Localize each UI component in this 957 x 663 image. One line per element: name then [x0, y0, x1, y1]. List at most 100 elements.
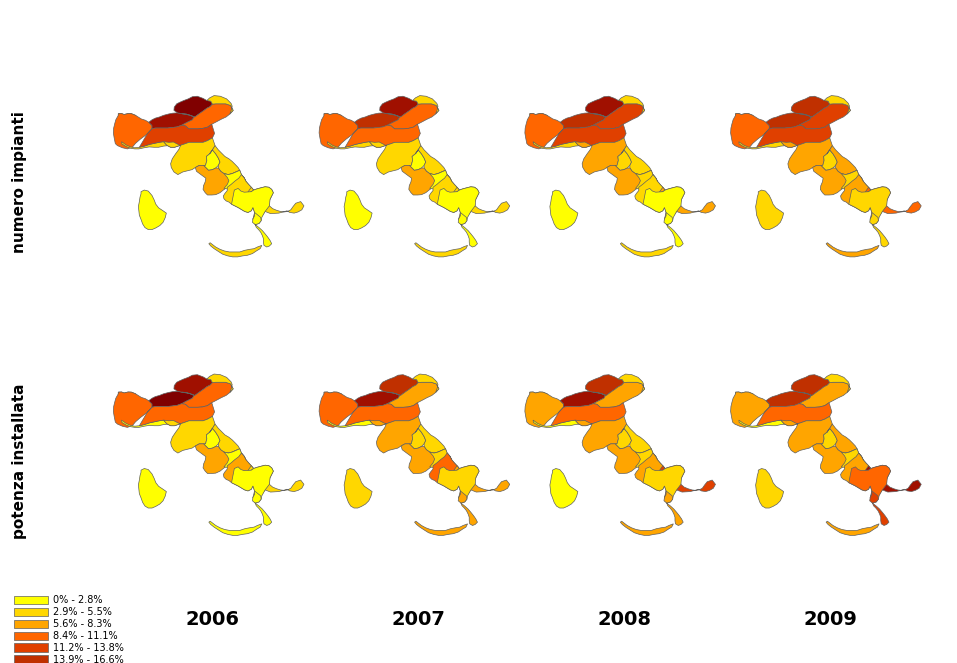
Polygon shape: [621, 146, 652, 174]
Polygon shape: [139, 190, 167, 229]
Text: 2006: 2006: [186, 611, 240, 629]
Polygon shape: [756, 469, 784, 508]
Polygon shape: [730, 113, 769, 149]
Polygon shape: [122, 142, 172, 149]
Polygon shape: [791, 96, 830, 117]
Polygon shape: [248, 187, 304, 225]
Text: 8.4% - 11.1%: 8.4% - 11.1%: [53, 631, 118, 641]
Polygon shape: [586, 375, 624, 395]
Polygon shape: [174, 375, 212, 395]
Polygon shape: [870, 212, 889, 247]
Polygon shape: [799, 383, 851, 407]
Polygon shape: [756, 190, 784, 229]
Polygon shape: [345, 402, 420, 426]
Polygon shape: [204, 428, 220, 449]
Polygon shape: [607, 444, 653, 473]
Text: 2007: 2007: [391, 611, 446, 629]
Polygon shape: [634, 453, 667, 491]
Polygon shape: [856, 453, 871, 471]
Polygon shape: [736, 392, 754, 398]
Polygon shape: [812, 165, 858, 195]
Polygon shape: [736, 113, 754, 120]
Polygon shape: [147, 391, 194, 412]
Polygon shape: [841, 449, 863, 469]
Polygon shape: [140, 124, 214, 147]
Polygon shape: [821, 150, 837, 170]
Polygon shape: [248, 465, 304, 503]
Polygon shape: [182, 383, 234, 407]
Polygon shape: [458, 212, 478, 247]
Text: 0% - 2.8%: 0% - 2.8%: [53, 595, 102, 605]
Polygon shape: [429, 453, 461, 491]
Polygon shape: [826, 521, 879, 535]
Polygon shape: [559, 391, 606, 412]
Polygon shape: [575, 138, 627, 174]
Polygon shape: [454, 187, 510, 225]
Polygon shape: [353, 391, 400, 412]
Polygon shape: [164, 416, 215, 453]
Polygon shape: [799, 104, 851, 129]
Polygon shape: [232, 187, 274, 225]
Polygon shape: [530, 113, 548, 120]
Polygon shape: [437, 465, 479, 503]
Polygon shape: [664, 491, 683, 526]
Polygon shape: [353, 113, 400, 134]
Polygon shape: [224, 170, 246, 191]
Polygon shape: [593, 104, 645, 129]
Polygon shape: [324, 392, 343, 398]
Polygon shape: [319, 392, 358, 428]
Polygon shape: [414, 243, 468, 257]
Polygon shape: [412, 374, 439, 392]
Polygon shape: [643, 187, 685, 225]
Polygon shape: [524, 392, 564, 428]
Polygon shape: [533, 420, 584, 428]
Polygon shape: [209, 521, 262, 535]
Polygon shape: [650, 174, 665, 193]
Polygon shape: [410, 150, 426, 170]
Polygon shape: [730, 392, 769, 428]
Polygon shape: [444, 453, 459, 471]
Polygon shape: [410, 428, 426, 449]
Polygon shape: [238, 174, 254, 193]
Polygon shape: [824, 95, 851, 114]
Polygon shape: [618, 374, 645, 392]
Polygon shape: [650, 453, 665, 471]
Text: 11.2% - 13.8%: 11.2% - 13.8%: [53, 642, 123, 653]
Polygon shape: [530, 392, 548, 398]
Polygon shape: [223, 453, 256, 491]
Polygon shape: [437, 187, 479, 225]
Polygon shape: [607, 165, 653, 195]
Polygon shape: [618, 95, 645, 114]
Polygon shape: [345, 469, 372, 508]
Polygon shape: [586, 96, 624, 117]
Polygon shape: [210, 424, 240, 453]
Polygon shape: [182, 104, 234, 129]
Polygon shape: [840, 174, 873, 212]
Polygon shape: [119, 392, 137, 398]
Polygon shape: [739, 142, 789, 149]
Polygon shape: [195, 165, 241, 195]
Polygon shape: [380, 375, 418, 395]
Polygon shape: [147, 113, 194, 134]
Polygon shape: [524, 113, 564, 149]
Polygon shape: [781, 416, 833, 453]
Polygon shape: [139, 469, 167, 508]
Polygon shape: [765, 391, 812, 412]
Polygon shape: [232, 465, 274, 503]
Polygon shape: [615, 150, 632, 170]
Polygon shape: [204, 150, 220, 170]
Polygon shape: [113, 113, 152, 149]
Polygon shape: [458, 491, 478, 526]
Polygon shape: [380, 96, 418, 117]
Polygon shape: [659, 187, 716, 225]
Text: 2009: 2009: [803, 611, 857, 629]
Polygon shape: [856, 174, 871, 193]
Polygon shape: [620, 243, 674, 257]
Polygon shape: [401, 165, 447, 195]
Polygon shape: [621, 424, 652, 453]
Polygon shape: [412, 95, 439, 114]
Polygon shape: [345, 190, 372, 229]
Polygon shape: [113, 392, 152, 428]
Polygon shape: [140, 402, 214, 426]
Polygon shape: [824, 374, 851, 392]
